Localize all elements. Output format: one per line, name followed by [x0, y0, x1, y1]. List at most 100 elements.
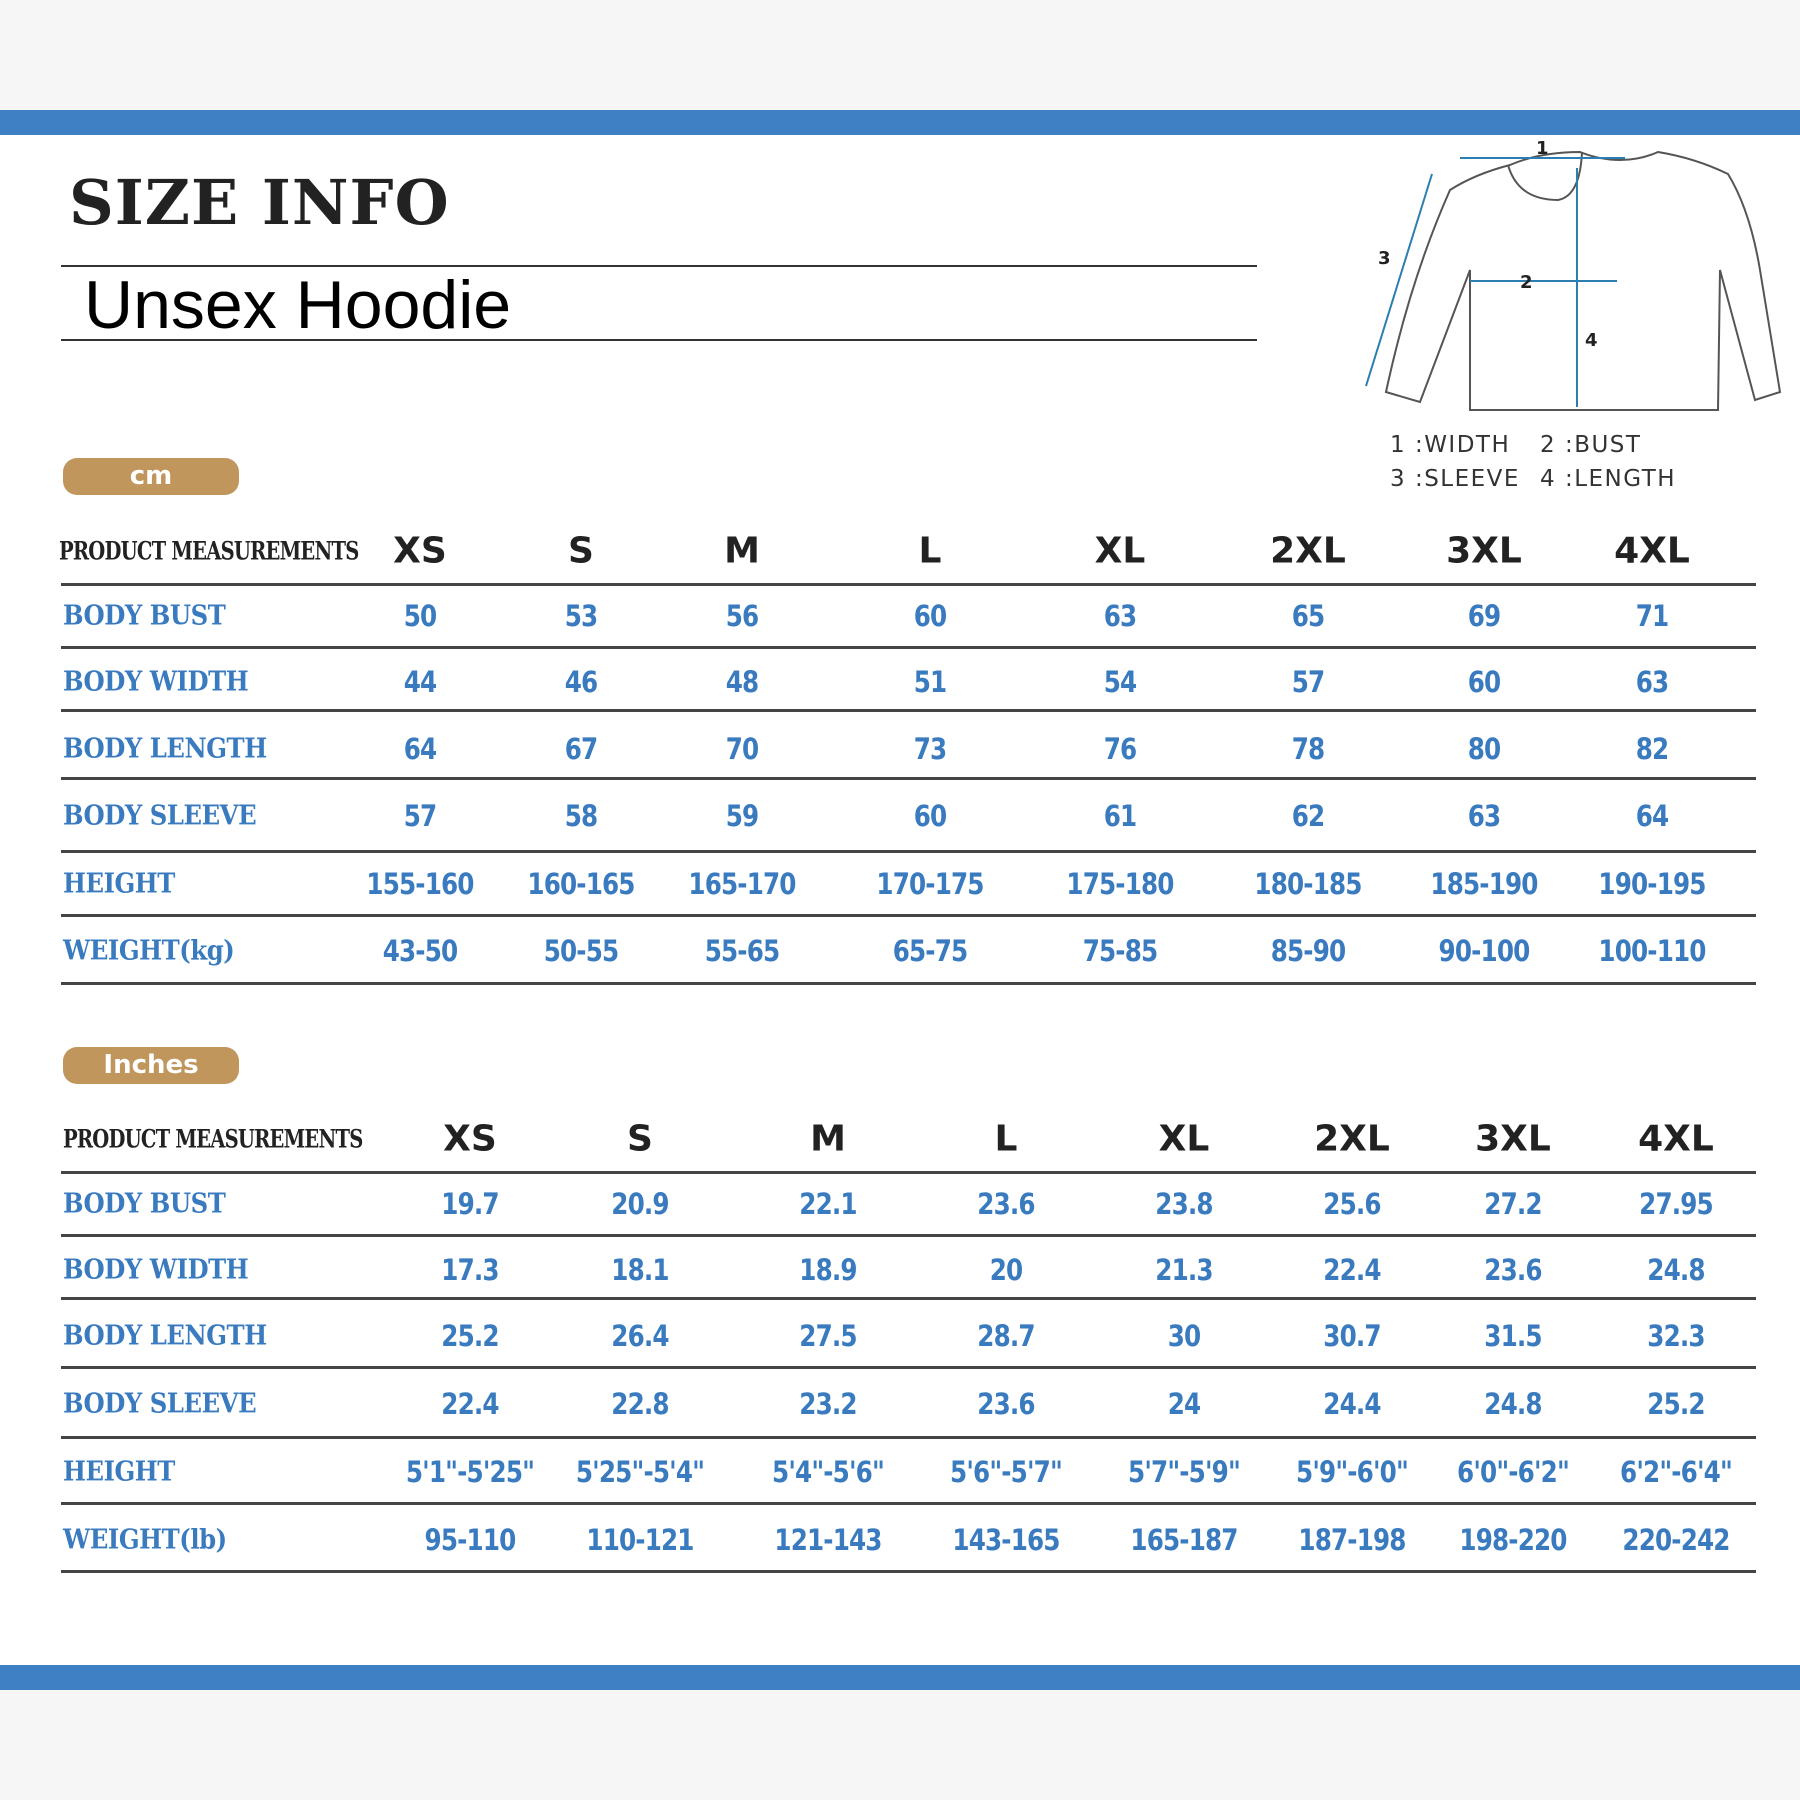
size-header-4xl: 4XL: [1638, 1118, 1714, 1160]
table-cell: 5'9"-6'0": [1296, 1455, 1409, 1489]
table-cell: 110-121: [586, 1523, 694, 1557]
table-rule: [61, 982, 1756, 985]
table-cell: 60: [1467, 665, 1501, 699]
marker-label-2: 2: [1520, 272, 1533, 293]
table-cell: 57: [1291, 665, 1325, 699]
row-label: BODY WIDTH: [63, 1254, 249, 1286]
table-cell: 220-242: [1622, 1523, 1730, 1557]
row-label: BODY BUST: [63, 600, 226, 632]
table-cell: 27.5: [799, 1319, 857, 1353]
table-cell: 64: [403, 732, 437, 766]
row-label: BODY BUST: [63, 1188, 226, 1220]
size-header-xs: XS: [393, 530, 447, 572]
table-cell: 65: [1291, 599, 1325, 633]
table-cell: 95-110: [424, 1523, 517, 1557]
row-label: BODY SLEEVE: [63, 800, 257, 832]
table-cell: 75-85: [1082, 934, 1158, 968]
table-cell: 198-220: [1459, 1523, 1567, 1557]
size-header-m: M: [810, 1118, 846, 1160]
row-label: HEIGHT: [63, 868, 175, 900]
size-header-l: L: [994, 1118, 1018, 1160]
size-header-s: S: [568, 530, 594, 572]
table-cell: 23.2: [799, 1387, 857, 1421]
table-cell: 6'2"-6'4": [1620, 1455, 1733, 1489]
table-cell: 5'25"-5'4": [575, 1455, 705, 1489]
table-header-label: PRODUCT MEASUREMENTS: [59, 536, 359, 566]
table-cell: 63: [1635, 665, 1669, 699]
size-header-2xl: 2XL: [1270, 530, 1346, 572]
table-cell: 24.8: [1484, 1387, 1542, 1421]
table-cell: 31.5: [1484, 1319, 1542, 1353]
product-name: Unsex Hoodie: [84, 267, 512, 343]
table-cell: 48: [725, 665, 759, 699]
table-cell: 82: [1635, 732, 1669, 766]
table-rule: [61, 1570, 1756, 1573]
table-cell: 22.1: [799, 1187, 857, 1221]
top-accent-band: [0, 110, 1800, 135]
size-header-l: L: [918, 530, 942, 572]
table-cell: 28.7: [977, 1319, 1035, 1353]
table-cell: 90-100: [1438, 934, 1531, 968]
table-cell: 27.95: [1639, 1187, 1714, 1221]
table-cell: 187-198: [1298, 1523, 1406, 1557]
table-cell: 70: [725, 732, 759, 766]
table-cell: 5'7"-5'9": [1128, 1455, 1241, 1489]
table-cell: 64: [1635, 799, 1669, 833]
table-cell: 22.4: [1323, 1253, 1381, 1287]
table-cell: 20: [989, 1253, 1023, 1287]
table-cell: 73: [913, 732, 947, 766]
table-cell: 59: [725, 799, 759, 833]
table-cell: 6'0"-6'2": [1457, 1455, 1570, 1489]
table-cell: 190-195: [1598, 867, 1706, 901]
table-cell: 67: [564, 732, 598, 766]
table-cell: 46: [564, 665, 598, 699]
table-cell: 121-143: [774, 1523, 882, 1557]
table-rule: [61, 709, 1756, 712]
table-rule: [61, 583, 1756, 586]
size-header-s: S: [627, 1118, 653, 1160]
size-header-4xl: 4XL: [1614, 530, 1690, 572]
marker-label-4: 4: [1585, 330, 1598, 351]
table-rule: [61, 1436, 1756, 1439]
table-cell: 25.2: [1647, 1387, 1705, 1421]
size-header-3xl: 3XL: [1446, 530, 1522, 572]
table-cell: 55-65: [704, 934, 780, 968]
table-cell: 60: [913, 599, 947, 633]
legend-sleeve: 3 :SLEEVE: [1390, 466, 1520, 492]
table-rule: [61, 1502, 1756, 1505]
unit-badge-cm: cm: [63, 458, 239, 495]
size-header-m: M: [724, 530, 760, 572]
table-cell: 62: [1291, 799, 1325, 833]
table-cell: 24: [1167, 1387, 1201, 1421]
garment-collar: [1507, 151, 1583, 202]
table-header-label: PRODUCT MEASUREMENTS: [63, 1124, 363, 1154]
table-cell: 51: [913, 665, 947, 699]
table-rule: [61, 777, 1756, 780]
size-header-xs: XS: [443, 1118, 497, 1160]
divider: [61, 339, 1257, 341]
table-cell: 18.1: [611, 1253, 669, 1287]
table-cell: 44: [403, 665, 437, 699]
divider: [61, 265, 1257, 267]
table-cell: 19.7: [441, 1187, 499, 1221]
table-cell: 80: [1467, 732, 1501, 766]
table-cell: 5'6"-5'7": [950, 1455, 1063, 1489]
chart-panel: [0, 135, 1800, 1665]
size-header-xl: XL: [1158, 1118, 1210, 1160]
table-rule: [61, 646, 1756, 649]
table-cell: 25.2: [441, 1319, 499, 1353]
table-cell: 26.4: [611, 1319, 669, 1353]
table-rule: [61, 1234, 1756, 1237]
size-header-3xl: 3XL: [1475, 1118, 1551, 1160]
row-label: BODY SLEEVE: [63, 1388, 257, 1420]
table-cell: 61: [1103, 799, 1137, 833]
unit-badge-inches: Inches: [63, 1047, 239, 1084]
row-label: WEIGHT(lb): [63, 1524, 227, 1556]
table-cell: 58: [564, 799, 598, 833]
row-label: BODY LENGTH: [63, 733, 267, 765]
table-cell: 185-190: [1430, 867, 1538, 901]
table-cell: 43-50: [382, 934, 458, 968]
table-cell: 50: [403, 599, 437, 633]
table-cell: 170-175: [876, 867, 984, 901]
table-cell: 23.6: [977, 1387, 1035, 1421]
